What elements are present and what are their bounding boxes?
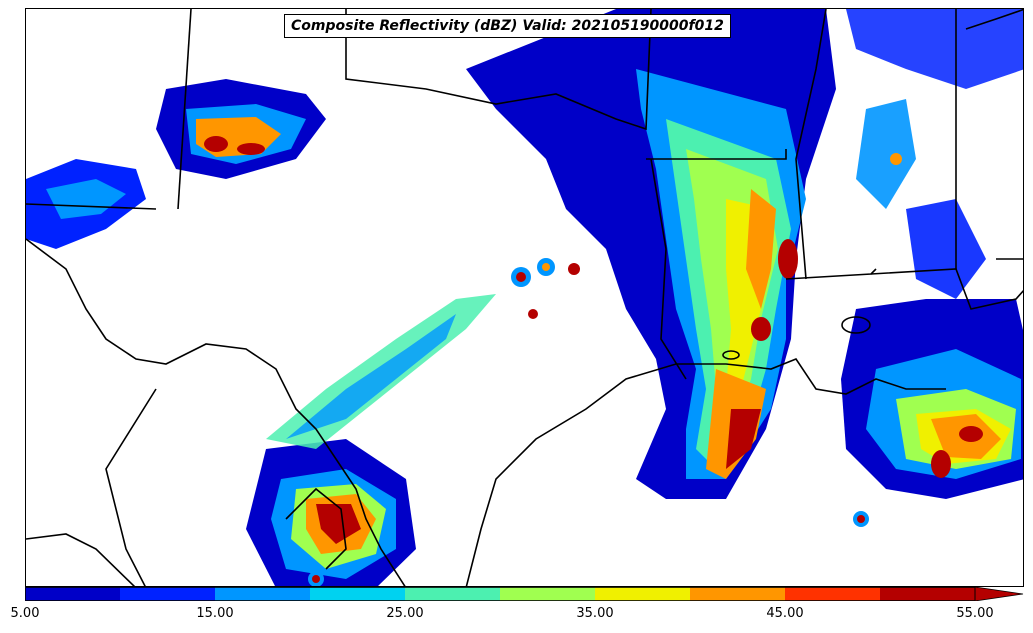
colorbar-tick-label: 35.00 xyxy=(576,606,614,621)
colorbar-bin xyxy=(690,587,785,601)
colorbar-tick-label: 5.00 xyxy=(10,606,40,621)
colorbar xyxy=(25,587,1024,601)
colorbar-bin xyxy=(215,587,310,601)
colorbar-extend-arrow xyxy=(974,587,1024,601)
colorbar-bin xyxy=(310,587,405,601)
colorbar-bin xyxy=(785,587,880,601)
colorbar-outline xyxy=(25,587,976,601)
map-canvas xyxy=(26,9,1023,586)
colorbar-bin xyxy=(405,587,500,601)
geographic-boundaries xyxy=(26,9,1023,586)
colorbar-bin xyxy=(500,587,595,601)
colorbar-tick-label: 45.00 xyxy=(766,606,804,621)
colorbar-bin xyxy=(120,587,215,601)
colorbar-tick-label: 15.00 xyxy=(196,606,234,621)
colorbar-bin xyxy=(880,587,975,601)
colorbar-tick-label: 55.00 xyxy=(956,606,994,621)
colorbar-bin xyxy=(25,587,120,601)
colorbar-bin xyxy=(595,587,690,601)
echo-areas xyxy=(26,9,1023,586)
map-title: Composite Reflectivity (dBZ) Valid: 2021… xyxy=(284,14,731,38)
reflectivity-map xyxy=(25,8,1024,587)
colorbar-tick-label: 25.00 xyxy=(386,606,424,621)
